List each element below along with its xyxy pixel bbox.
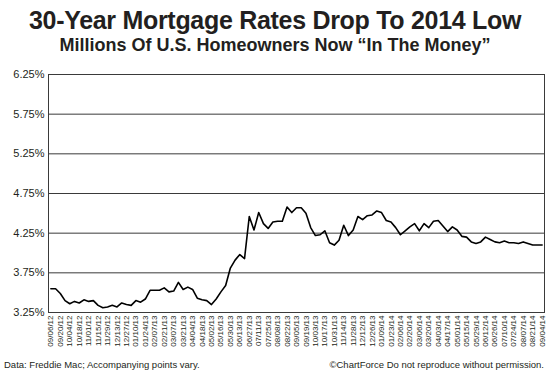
svg-text:11/29/12: 11/29/12: [103, 315, 112, 346]
svg-text:12/13/12: 12/13/12: [113, 315, 122, 347]
html-text:Data: Freddie Mac; Accompanyin: Data: Freddie Mac; Accompanying points v…: [4, 359, 200, 370]
html-text:Millions Of U.S. Homeowners No: Millions Of U.S. Homeowners Now “In The …: [59, 35, 491, 55]
svg-text:03/06/14: 03/06/14: [415, 315, 424, 347]
svg-text:02/21/13: 02/21/13: [160, 315, 169, 347]
svg-text:12/26/13: 12/26/13: [368, 315, 377, 347]
svg-text:01/23/14: 01/23/14: [387, 315, 396, 347]
svg-text:07/10/14: 07/10/14: [500, 315, 509, 347]
html-text:©ChartForce Do not reproduce w: ©ChartForce Do not reproduce without per…: [329, 359, 544, 370]
svg-text:07/24/14: 07/24/14: [509, 315, 518, 347]
svg-text:11/28/13: 11/28/13: [349, 315, 358, 346]
svg-text:11/15/12: 11/15/12: [94, 315, 103, 346]
svg-text:04/03/14: 04/03/14: [434, 315, 443, 347]
svg-text:05/29/14: 05/29/14: [472, 315, 481, 347]
svg-text:3.25%: 3.25%: [13, 306, 44, 318]
svg-text:4.25%: 4.25%: [13, 227, 44, 239]
svg-text:07/11/13: 07/11/13: [254, 315, 263, 346]
svg-text:10/04/12: 10/04/12: [65, 315, 74, 347]
svg-text:08/22/13: 08/22/13: [283, 315, 292, 347]
svg-text:03/21/13: 03/21/13: [179, 315, 188, 347]
svg-text:02/20/14: 02/20/14: [405, 315, 414, 347]
svg-text:10/03/13: 10/03/13: [311, 315, 320, 347]
svg-text:09/06/12: 09/06/12: [46, 315, 55, 347]
svg-text:04/04/13: 04/04/13: [188, 315, 197, 347]
svg-text:12/27/12: 12/27/12: [122, 315, 131, 347]
svg-text:06/26/14: 06/26/14: [490, 315, 499, 347]
svg-text:5.75%: 5.75%: [13, 108, 44, 120]
svg-text:05/01/14: 05/01/14: [453, 315, 462, 347]
svg-text:05/30/13: 05/30/13: [226, 315, 235, 347]
svg-text:06/27/13: 06/27/13: [245, 315, 254, 347]
svg-text:6.25%: 6.25%: [13, 68, 44, 80]
svg-text:01/10/13: 01/10/13: [131, 315, 140, 347]
svg-text:05/02/13: 05/02/13: [207, 315, 216, 347]
svg-text:08/07/14: 08/07/14: [519, 315, 528, 347]
svg-text:04/18/13: 04/18/13: [198, 315, 207, 347]
svg-text:09/04/14: 09/04/14: [538, 315, 547, 347]
html-text:30-Year Mortgage Rates Drop To: 30-Year Mortgage Rates Drop To 2014 Low: [28, 6, 522, 34]
svg-text:03/20/14: 03/20/14: [424, 315, 433, 347]
svg-text:5.25%: 5.25%: [13, 147, 44, 159]
svg-text:11/01/12: 11/01/12: [84, 315, 93, 346]
svg-text:10/18/12: 10/18/12: [75, 315, 84, 347]
svg-text:3.75%: 3.75%: [13, 266, 44, 278]
svg-text:02/06/14: 02/06/14: [396, 315, 405, 347]
svg-text:11/14/13: 11/14/13: [339, 315, 348, 346]
svg-text:10/17/13: 10/17/13: [320, 315, 329, 347]
svg-text:06/12/14: 06/12/14: [481, 315, 490, 347]
svg-text:10/31/13: 10/31/13: [330, 315, 339, 347]
svg-text:05/15/14: 05/15/14: [462, 315, 471, 347]
svg-text:07/25/13: 07/25/13: [264, 315, 273, 347]
svg-text:01/24/13: 01/24/13: [141, 315, 150, 347]
svg-text:02/07/13: 02/07/13: [150, 315, 159, 347]
svg-text:09/05/13: 09/05/13: [292, 315, 301, 347]
svg-text:08/08/13: 08/08/13: [273, 315, 282, 347]
svg-text:09/19/13: 09/19/13: [302, 315, 311, 347]
svg-text:04/17/14: 04/17/14: [443, 315, 452, 347]
svg-text:01/09/14: 01/09/14: [377, 315, 386, 347]
svg-text:03/07/13: 03/07/13: [169, 315, 178, 347]
svg-text:05/16/13: 05/16/13: [216, 315, 225, 347]
svg-text:4.75%: 4.75%: [13, 187, 44, 199]
svg-text:09/20/12: 09/20/12: [56, 315, 65, 347]
svg-text:08/21/14: 08/21/14: [528, 315, 537, 347]
svg-text:12/12/13: 12/12/13: [358, 315, 367, 347]
svg-text:06/13/13: 06/13/13: [235, 315, 244, 347]
